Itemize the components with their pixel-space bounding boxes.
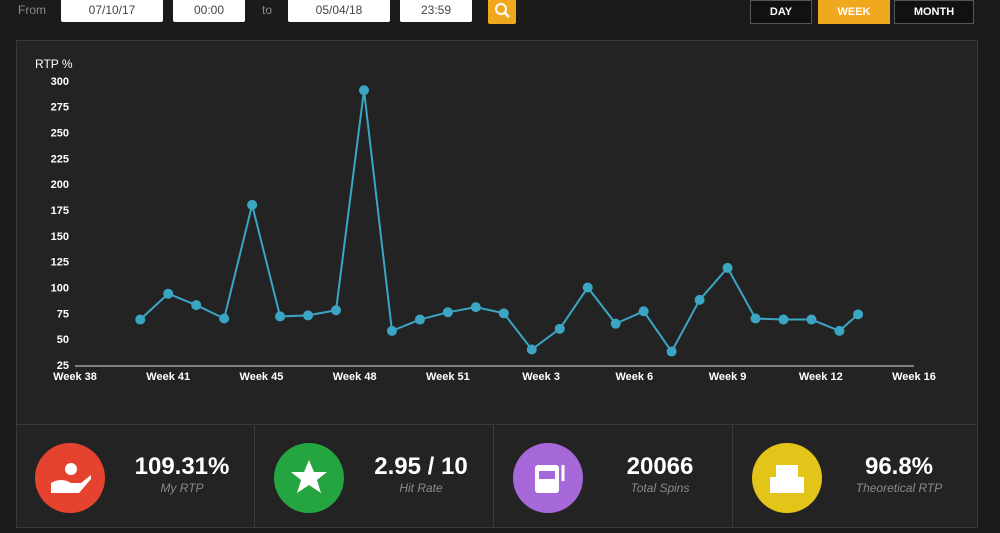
point: [582, 282, 593, 293]
period-button[interactable]: WEEK: [818, 0, 890, 24]
y-tick-label: 25: [57, 360, 69, 372]
point: [750, 313, 761, 324]
x-tick-label: Week 12: [799, 371, 843, 383]
x-tick-label: Week 6: [615, 371, 653, 383]
stat-value: 2.95 / 10: [374, 453, 468, 480]
stat-label: Theoretical RTP: [855, 481, 943, 495]
x-tick-label: Week 16: [892, 371, 936, 383]
point: [722, 262, 733, 273]
point: [358, 85, 369, 96]
x-tick-label: Week 51: [426, 371, 470, 383]
period-button[interactable]: MONTH: [894, 0, 974, 24]
search-button[interactable]: [488, 0, 516, 24]
y-tick-label: 150: [51, 231, 69, 243]
point: [638, 306, 649, 317]
chart-panel: [16, 40, 978, 528]
x-tick-label: Week 41: [146, 371, 190, 383]
to-time[interactable]: 23:59: [400, 0, 472, 22]
y-tick-label: 275: [51, 102, 69, 114]
point: [247, 199, 258, 210]
point: [442, 307, 453, 318]
y-tick-label: 75: [57, 308, 69, 320]
period-button[interactable]: DAY: [750, 0, 812, 24]
search-icon: [495, 3, 510, 18]
from-date[interactable]: 07/10/17: [61, 0, 163, 22]
point: [610, 318, 621, 329]
stat-value: 109.31%: [134, 453, 230, 480]
y-axis-title: RTP %: [35, 57, 73, 71]
stat-card: 20066 Total Spins: [495, 424, 733, 528]
from-label: From: [18, 3, 46, 17]
icon: [513, 443, 583, 513]
x-tick-label: Week 9: [709, 371, 747, 383]
stat-value: 20066: [626, 453, 694, 480]
point: [191, 300, 202, 311]
point: [526, 344, 537, 355]
icon: [752, 443, 822, 513]
point: [694, 294, 705, 305]
x-tick-label: Week 45: [240, 371, 284, 383]
x-tick-label: Week 48: [333, 371, 377, 383]
to-label: to: [262, 3, 273, 17]
y-tick-label: 100: [51, 282, 69, 294]
to-date[interactable]: 05/04/18: [288, 0, 390, 22]
icon: [274, 443, 344, 513]
y-tick-label: 125: [51, 257, 69, 269]
x-tick-label: Week 3: [522, 371, 560, 383]
stat-label: My RTP: [160, 481, 204, 495]
icon: [35, 443, 105, 513]
x-tick-label: Week 38: [53, 371, 97, 383]
point: [331, 305, 342, 316]
chart: RTP % 25 50 75 100 125 150 175 200 225 250 275 300 W…: [35, 57, 936, 383]
stat-label: Hit Rate: [399, 481, 443, 495]
point: [386, 325, 397, 336]
point: [853, 309, 864, 320]
y-tick-label: 300: [51, 76, 69, 88]
point: [470, 302, 481, 313]
point: [554, 323, 565, 334]
point: [666, 346, 677, 357]
point: [163, 288, 174, 299]
stat-card: 96.8% Theoretical RTP: [734, 424, 978, 528]
point: [135, 314, 146, 325]
point: [275, 311, 286, 322]
stat-value: 96.8%: [864, 453, 934, 480]
point: [414, 314, 425, 325]
y-tick-label: 50: [57, 334, 69, 346]
y-tick-label: 250: [51, 128, 69, 140]
point: [834, 325, 845, 336]
stat-label: Total Spins: [630, 481, 690, 495]
point: [303, 310, 314, 321]
y-tick-label: 175: [51, 205, 69, 217]
point: [498, 308, 509, 319]
point: [778, 314, 789, 325]
point: [806, 314, 817, 325]
from-time[interactable]: 00:00: [173, 0, 245, 22]
stat-card: 109.31% My RTP: [17, 424, 255, 528]
y-tick-label: 200: [51, 179, 69, 191]
y-tick-label: 225: [51, 153, 69, 165]
stat-card: 2.95 / 10 Hit Rate: [256, 424, 494, 528]
point: [219, 313, 230, 324]
